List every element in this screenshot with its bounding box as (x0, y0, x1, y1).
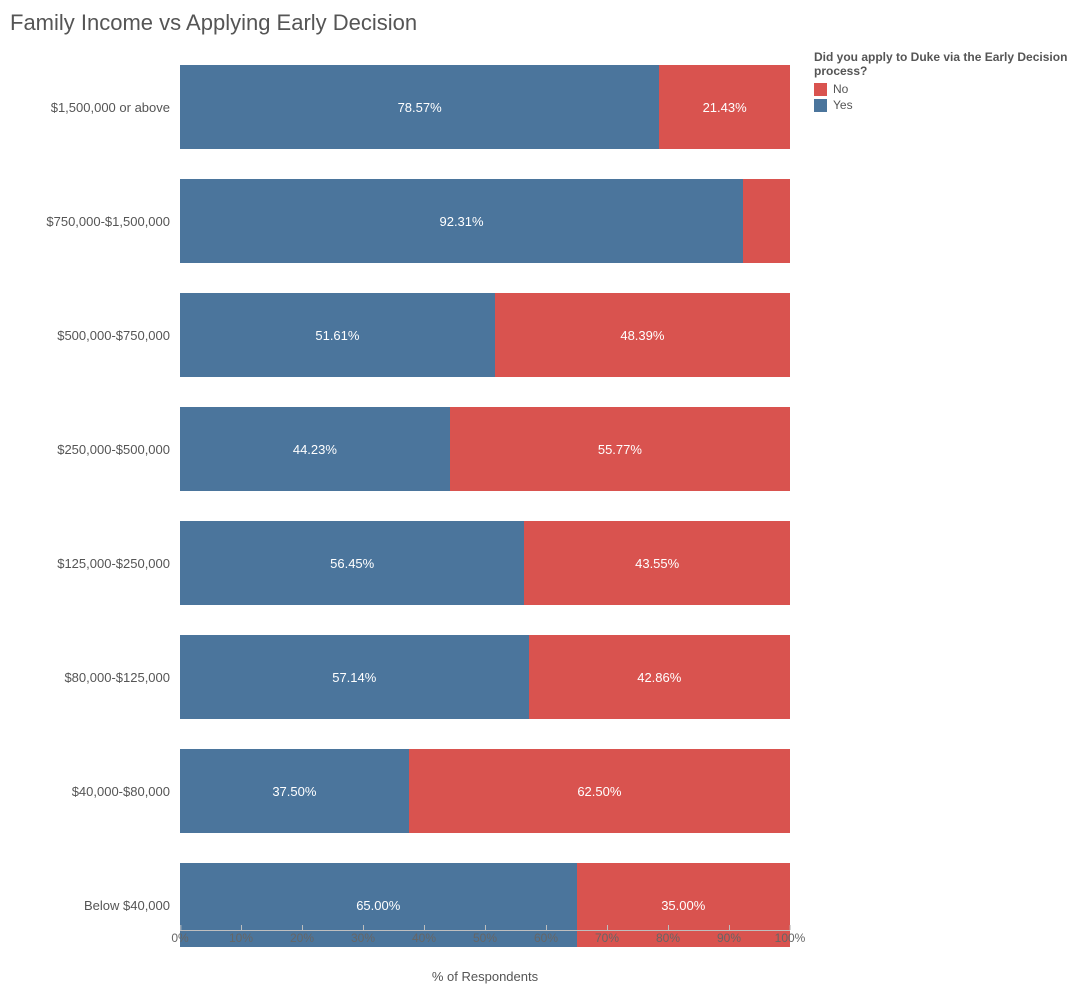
bar-row: $750,000-$1,500,000 92.31% (10, 164, 790, 278)
bar-segment-no: 62.50% (409, 749, 790, 833)
bar-value-label: 78.57% (398, 100, 442, 115)
x-tick: 40% (412, 931, 436, 945)
bar-segment-no: 42.86% (529, 635, 790, 719)
bar-track: 92.31% (180, 179, 790, 263)
x-tick: 20% (290, 931, 314, 945)
x-tick: 90% (717, 931, 741, 945)
bar-value-label: 56.45% (330, 556, 374, 571)
bar-row: $125,000-$250,000 56.45% 43.55% (10, 506, 790, 620)
x-tick-label: 70% (595, 931, 619, 945)
category-label: Below $40,000 (10, 898, 180, 913)
category-label: $750,000-$1,500,000 (10, 214, 180, 229)
bar-segment-no: 55.77% (450, 407, 790, 491)
chart-body: $1,500,000 or above 78.57% 21.43% $750,000-… (10, 50, 1070, 997)
x-tick-label: 80% (656, 931, 680, 945)
bar-value-label: 42.86% (637, 670, 681, 685)
legend-label: Yes (833, 98, 853, 112)
category-label: $125,000-$250,000 (10, 556, 180, 571)
legend: Did you apply to Duke via the Early Deci… (790, 50, 1070, 997)
bar-segment-yes: 44.23% (180, 407, 450, 491)
x-tick: 100% (775, 931, 806, 945)
x-tick-label: 90% (717, 931, 741, 945)
x-axis-ticks: 0%10%20%30%40%50%60%70%80%90%100% (180, 931, 790, 961)
bar-segment-no: 21.43% (659, 65, 790, 149)
bar-row: $1,500,000 or above 78.57% 21.43% (10, 50, 790, 164)
bar-row: $40,000-$80,000 37.50% 62.50% (10, 734, 790, 848)
bar-value-label: 43.55% (635, 556, 679, 571)
bar-track: 56.45% 43.55% (180, 521, 790, 605)
legend-label: No (833, 82, 848, 96)
bar-row: $500,000-$750,000 51.61% 48.39% (10, 278, 790, 392)
bar-value-label: 55.77% (598, 442, 642, 457)
bar-value-label: 51.61% (315, 328, 359, 343)
bar-value-label: 44.23% (293, 442, 337, 457)
chart-container: Family Income vs Applying Early Decision… (0, 0, 1080, 997)
chart-column: $1,500,000 or above 78.57% 21.43% $750,000-… (10, 50, 790, 997)
bar-track: 51.61% 48.39% (180, 293, 790, 377)
bar-value-label: 65.00% (356, 898, 400, 913)
legend-item-yes: Yes (814, 98, 1070, 112)
bar-segment-no: 48.39% (495, 293, 790, 377)
bar-segment-yes: 56.45% (180, 521, 524, 605)
bar-segment-yes: 78.57% (180, 65, 659, 149)
bar-value-label: 37.50% (272, 784, 316, 799)
x-tick-label: 10% (229, 931, 253, 945)
legend-swatch (814, 83, 827, 96)
bar-track: 78.57% 21.43% (180, 65, 790, 149)
x-tick-label: 30% (351, 931, 375, 945)
bar-row: $250,000-$500,000 44.23% 55.77% (10, 392, 790, 506)
x-tick: 50% (473, 931, 497, 945)
bar-segment-yes: 51.61% (180, 293, 495, 377)
bar-value-label: 35.00% (661, 898, 705, 913)
bar-value-label: 62.50% (577, 784, 621, 799)
x-tick: 80% (656, 931, 680, 945)
legend-items: No Yes (814, 82, 1070, 112)
bar-segment-yes: 37.50% (180, 749, 409, 833)
chart-title: Family Income vs Applying Early Decision (10, 10, 1070, 36)
x-tick-label: 100% (775, 931, 806, 945)
x-tick-label: 40% (412, 931, 436, 945)
bar-value-label: 92.31% (439, 214, 483, 229)
category-label: $500,000-$750,000 (10, 328, 180, 343)
bar-value-label: 48.39% (620, 328, 664, 343)
x-tick-label: 20% (290, 931, 314, 945)
bar-segment-no (743, 179, 790, 263)
legend-swatch (814, 99, 827, 112)
bar-value-label: 57.14% (332, 670, 376, 685)
bar-track: 37.50% 62.50% (180, 749, 790, 833)
category-label: $1,500,000 or above (10, 100, 180, 115)
legend-item-no: No (814, 82, 1070, 96)
category-label: $40,000-$80,000 (10, 784, 180, 799)
x-tick-label: 50% (473, 931, 497, 945)
x-tick-label: 60% (534, 931, 558, 945)
x-tick: 70% (595, 931, 619, 945)
category-label: $80,000-$125,000 (10, 670, 180, 685)
bar-track: 57.14% 42.86% (180, 635, 790, 719)
bar-segment-yes: 92.31% (180, 179, 743, 263)
x-tick: 10% (229, 931, 253, 945)
bar-segment-yes: 57.14% (180, 635, 529, 719)
category-label: $250,000-$500,000 (10, 442, 180, 457)
bar-segment-no: 43.55% (524, 521, 790, 605)
bar-track: 44.23% 55.77% (180, 407, 790, 491)
bar-row: $80,000-$125,000 57.14% 42.86% (10, 620, 790, 734)
x-tick: 0% (171, 931, 188, 945)
x-tick-label: 0% (171, 931, 188, 945)
plot-area: $1,500,000 or above 78.57% 21.43% $750,000-… (10, 50, 790, 931)
x-axis-label: % of Respondents (180, 961, 790, 984)
x-tick: 30% (351, 931, 375, 945)
x-tick: 60% (534, 931, 558, 945)
bar-value-label: 21.43% (703, 100, 747, 115)
legend-title: Did you apply to Duke via the Early Deci… (814, 50, 1070, 78)
